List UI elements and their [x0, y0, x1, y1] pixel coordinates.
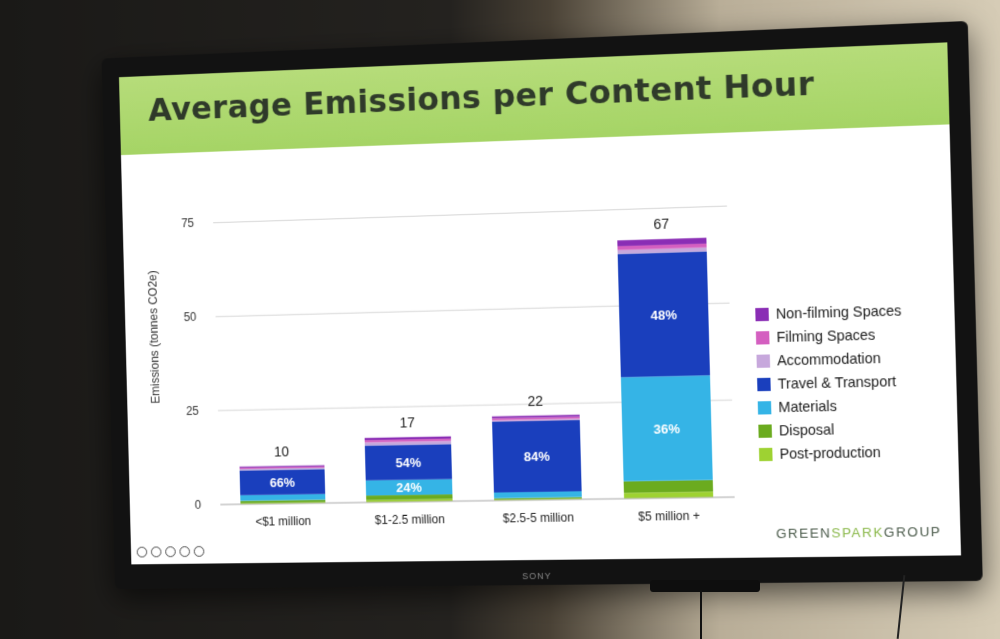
brand-accent: SPARK — [831, 524, 885, 541]
tv-brand: SONY — [522, 570, 552, 582]
legend-label: Filming Spaces — [776, 327, 875, 345]
more-icon[interactable] — [193, 545, 205, 557]
tv-frame: Average Emissions per Content Hour 0 25 50… — [101, 20, 983, 589]
x-tick-label: $5 million + — [638, 509, 700, 524]
grid-icon[interactable] — [165, 546, 176, 558]
segment-label: 48% — [650, 307, 677, 323]
x-tick-label: $2.5-5 million — [503, 510, 574, 525]
cable — [896, 575, 906, 639]
bar-segment — [494, 498, 582, 501]
legend-swatch — [757, 401, 772, 415]
slide-toolbar — [136, 545, 205, 560]
legend-label: Disposal — [779, 422, 835, 439]
bar-total-label: 22 — [527, 393, 543, 409]
legend-swatch — [758, 424, 773, 438]
legend-swatch — [756, 354, 771, 368]
segment-label: 84% — [524, 449, 551, 465]
bar-segment — [617, 237, 707, 247]
segment-label: 24% — [396, 480, 423, 496]
y-tick-label: 75 — [181, 216, 194, 230]
bar-segment — [494, 497, 582, 500]
cable — [700, 590, 702, 639]
legend-swatch — [755, 331, 770, 345]
segment-label: 54% — [395, 455, 422, 471]
pen-icon[interactable] — [150, 546, 162, 558]
slide-screen: Average Emissions per Content Hour 0 25 50… — [118, 42, 962, 565]
bar-segment — [364, 443, 453, 481]
brand-suffix: GROUP — [883, 523, 942, 540]
zoom-icon[interactable] — [179, 546, 191, 558]
segment-label: 36% — [653, 421, 680, 437]
bar-segment — [617, 251, 711, 378]
x-tick-label: <$1 million — [255, 514, 311, 529]
bar-total-label: 10 — [274, 444, 290, 459]
brand-prefix: GREEN — [775, 525, 832, 542]
tv-stand — [650, 580, 760, 592]
stacked-bar-chart: 0 25 50 75 Emissions (tonnes CO2e) 10 <$1 mill… — [146, 42, 902, 529]
legend-label: Accommodation — [777, 351, 881, 369]
bar-total-label: 67 — [653, 217, 669, 233]
bar-segment — [366, 494, 453, 501]
y-axis-label: Emissions (tonnes CO2e) — [146, 270, 163, 404]
bar-segment — [492, 420, 582, 493]
brand-logo: GREENSPARKGROUP — [776, 524, 942, 541]
back-icon[interactable] — [136, 546, 148, 558]
y-tick-label: 0 — [195, 498, 202, 512]
y-tick-label: 50 — [184, 310, 197, 324]
bar-segment — [492, 418, 580, 422]
legend-label: Travel & Transport — [778, 374, 897, 392]
x-tick-label: $1-2.5 million — [375, 512, 445, 527]
gridline — [213, 206, 727, 223]
legend-label: Post-production — [779, 445, 881, 462]
segment-label: 66% — [270, 475, 296, 490]
bar-total-label: 17 — [399, 415, 415, 430]
bar-segment — [493, 491, 582, 499]
legend-swatch — [757, 377, 771, 392]
legend-label: Non-filming Spaces — [776, 303, 902, 322]
legend-label: Materials — [778, 399, 837, 416]
y-tick-label: 25 — [186, 404, 199, 418]
bar-segment — [623, 479, 714, 493]
bar-segment — [239, 468, 326, 496]
legend-swatch — [758, 447, 773, 462]
legend-swatch — [755, 307, 769, 322]
bar-segment — [623, 491, 714, 499]
bar-segment — [491, 414, 580, 419]
bar-segment — [365, 479, 453, 496]
bar-segment — [492, 416, 580, 421]
bar-segment — [620, 375, 713, 482]
